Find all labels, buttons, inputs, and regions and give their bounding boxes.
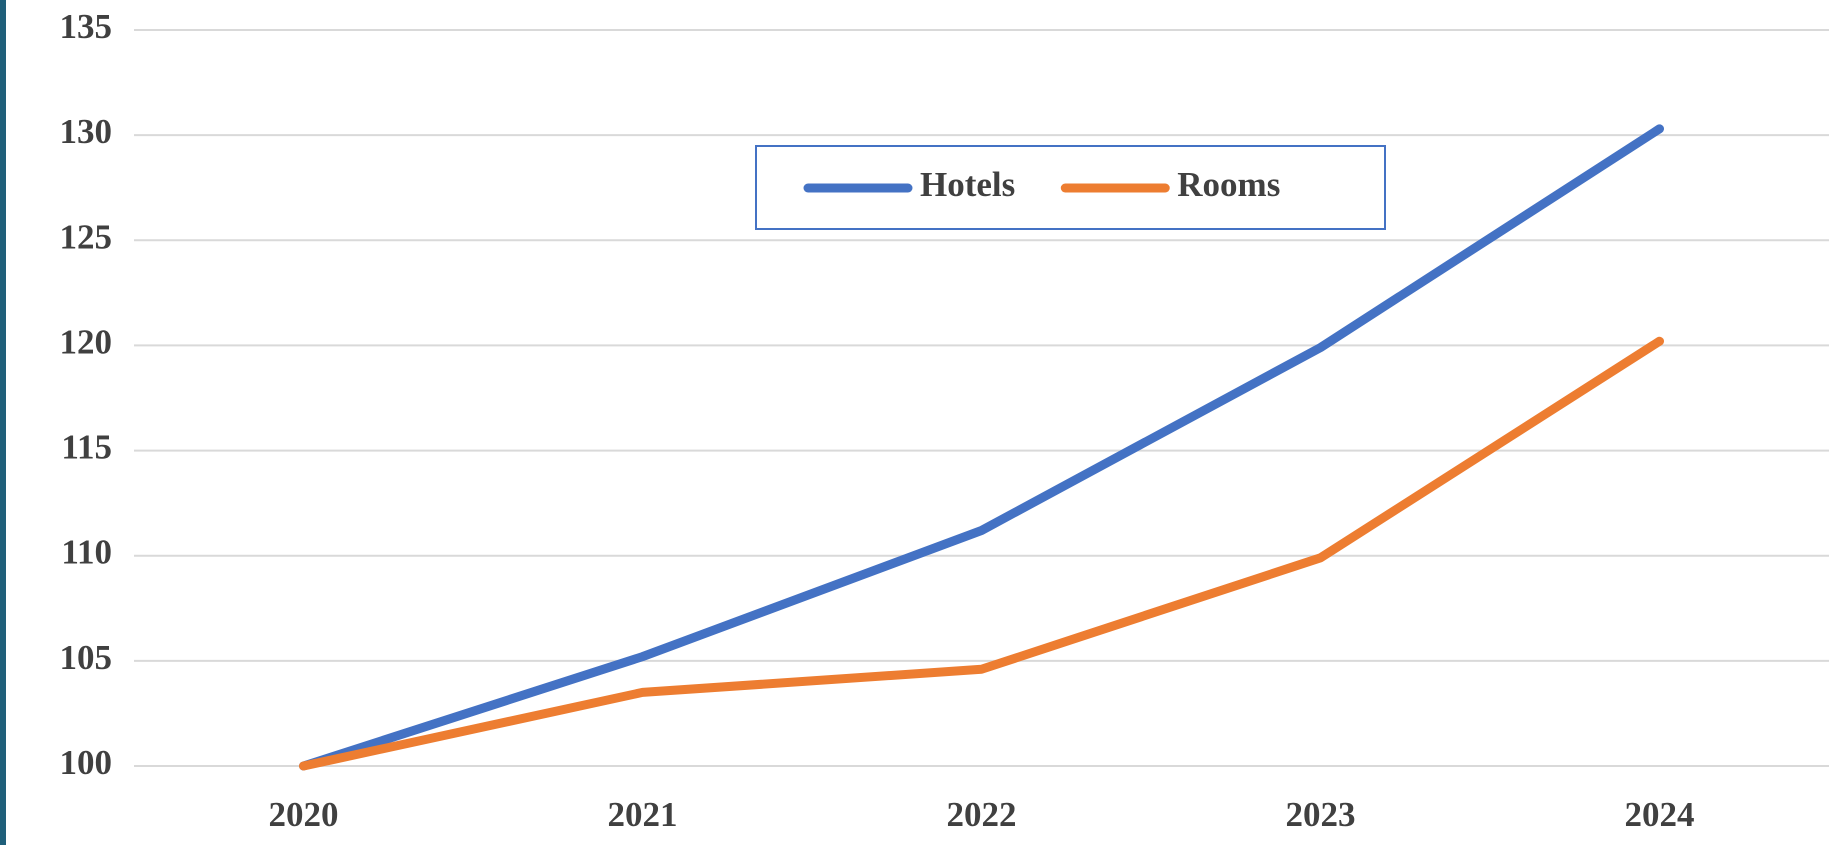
- y-tick-label: 110: [61, 533, 112, 572]
- y-tick-label: 125: [60, 217, 113, 256]
- y-tick-label: 135: [60, 7, 113, 46]
- x-tick-label: 2020: [269, 795, 339, 834]
- y-tick-label: 130: [60, 112, 113, 151]
- x-tick-label: 2024: [1625, 795, 1695, 834]
- y-tick-label: 100: [60, 743, 113, 782]
- y-tick-label: 105: [60, 638, 113, 677]
- series-line: [299, 124, 1664, 771]
- x-tick-label: 2021: [608, 795, 678, 834]
- legend-label: Hotels: [920, 165, 1015, 204]
- x-tick-label: 2022: [947, 795, 1017, 834]
- legend-label: Rooms: [1177, 165, 1280, 204]
- y-tick-label: 115: [61, 428, 112, 467]
- y-tick-label: 120: [60, 322, 113, 361]
- x-tick-label: 2023: [1286, 795, 1356, 834]
- left-border: [0, 0, 6, 845]
- series-line: [299, 336, 1664, 771]
